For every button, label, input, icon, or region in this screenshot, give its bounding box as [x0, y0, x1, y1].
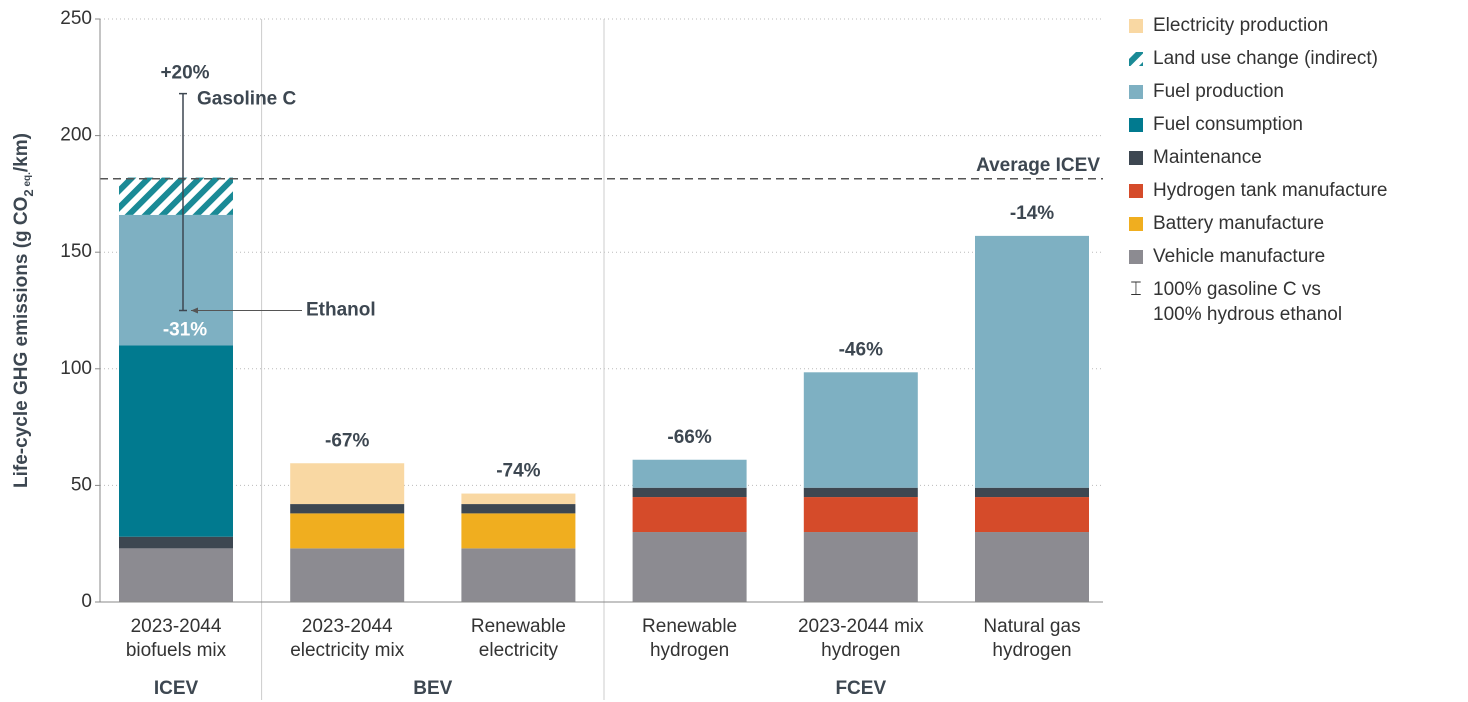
x-tick-label: Renewable [642, 616, 737, 637]
bar-segment [290, 548, 405, 602]
y-axis-label-part: Life-cycle GHG emissions (g CO [11, 197, 32, 488]
x-tick-label: biofuels mix [126, 640, 227, 661]
error-high-label: +20% [160, 63, 209, 84]
bar-segment [803, 372, 918, 488]
y-axis-label-part: 2 [21, 189, 36, 196]
y-tick-label: 100 [60, 358, 92, 379]
bar-segment [975, 497, 1089, 533]
legend-label: Battery manufacture [1153, 213, 1324, 234]
y-axis-label-part: eq. [22, 172, 33, 189]
bar-segment [975, 532, 1089, 602]
bar-segment [290, 463, 405, 505]
x-tick-label: Natural gas [983, 616, 1080, 637]
bar-segment [461, 548, 576, 602]
legend-label: Electricity production [1153, 15, 1328, 36]
group-label: FCEV [835, 678, 886, 699]
bar-segment [119, 177, 233, 215]
y-tick-label: 200 [60, 125, 92, 146]
legend-label: 100% gasoline C vs [1153, 279, 1321, 300]
y-axis-label-part: /km) [11, 133, 32, 172]
bar-label: -67% [325, 430, 369, 451]
error-high-name: Gasoline C [197, 89, 297, 110]
x-tick-label: hydrogen [821, 640, 900, 661]
legend-label: Fuel production [1153, 81, 1284, 102]
group-label: BEV [413, 678, 452, 699]
group-label: ICEV [154, 678, 199, 699]
legend-swatch [1129, 19, 1143, 33]
bar-segment [975, 487, 1089, 498]
bar-segment [803, 497, 918, 533]
bar-segment [290, 513, 405, 549]
bar-segment [461, 504, 576, 514]
legend-icon: ⌶ [1130, 279, 1141, 300]
legend-label: Hydrogen tank manufacture [1153, 180, 1387, 201]
legend-swatch [1129, 151, 1143, 165]
legend-label: Land use change (indirect) [1153, 48, 1378, 69]
legend-label: 100% hydrous ethanol [1153, 304, 1342, 325]
error-low-name: Ethanol [306, 300, 376, 321]
legend-swatch [1129, 217, 1143, 231]
x-tick-label: electricity [479, 640, 559, 661]
legend-label: Fuel consumption [1153, 114, 1303, 135]
legend-swatch [1129, 118, 1143, 132]
bar-segment [632, 497, 747, 533]
error-low-label: -31% [163, 320, 207, 341]
bar-segment [461, 513, 576, 549]
bar-segment [632, 487, 747, 498]
legend-label: Maintenance [1153, 147, 1262, 168]
bar-segment [632, 532, 747, 602]
x-tick-label: Renewable [471, 616, 566, 637]
bar-segment [975, 235, 1089, 488]
y-tick-label: 0 [81, 591, 92, 612]
reference-label: Average ICEV [976, 155, 1100, 176]
bar-segment [461, 493, 576, 505]
legend-swatch [1129, 250, 1143, 264]
x-tick-label: 2023-2044 mix [798, 616, 924, 637]
x-tick-label: hydrogen [992, 640, 1071, 661]
bar-label: -14% [1010, 203, 1054, 224]
bar-label: -46% [839, 339, 883, 360]
pointer-head [191, 307, 198, 314]
bar-segment [632, 459, 747, 488]
x-tick-label: 2023-2044 [302, 616, 393, 637]
legend-swatch [1129, 52, 1143, 66]
bar-segment [119, 536, 233, 549]
x-tick-label: hydrogen [650, 640, 729, 661]
legend-swatch [1129, 184, 1143, 198]
bar-segment [119, 345, 233, 537]
legend-label: Vehicle manufacture [1153, 246, 1325, 267]
bar-label: -66% [667, 427, 711, 448]
y-tick-label: 50 [71, 474, 92, 495]
legend-swatch [1129, 85, 1143, 99]
x-tick-label: electricity mix [290, 640, 405, 661]
x-tick-label: 2023-2044 [131, 616, 222, 637]
y-axis-label: Life-cycle GHG emissions (g CO2 eq./km) [11, 133, 36, 488]
bar-segment [803, 532, 918, 602]
y-tick-label: 150 [60, 241, 92, 262]
bar-segment [119, 548, 233, 602]
bar-segment [803, 487, 918, 498]
bar-segment [119, 214, 233, 346]
bar-label: -74% [496, 461, 540, 482]
bar-segment [290, 504, 405, 514]
y-tick-label: 250 [60, 8, 92, 29]
